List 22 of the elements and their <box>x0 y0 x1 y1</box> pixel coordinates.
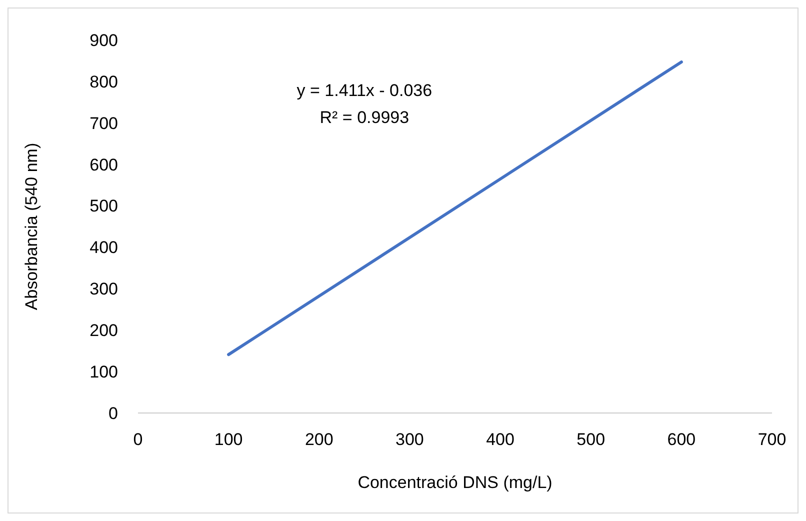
annotation: y = 1.411x - 0.036 <box>296 81 432 100</box>
x-tick-label: 600 <box>667 430 696 449</box>
y-axis-title: Absorbancia (540 nm) <box>22 142 41 310</box>
x-tick-label: 100 <box>214 430 243 449</box>
y-tick-label: 300 <box>90 280 118 299</box>
y-tick-label: 800 <box>90 72 118 92</box>
x-tick-label: 400 <box>486 430 514 449</box>
y-tick-label: 600 <box>90 155 118 174</box>
y-tick-label: 400 <box>90 238 118 258</box>
y-tick-label: 0 <box>108 404 118 423</box>
y-tick-label: 200 <box>90 321 118 340</box>
x-tick-label: 700 <box>758 430 786 449</box>
x-tick-label: 0 <box>133 430 143 449</box>
y-tick-label: 900 <box>90 30 118 50</box>
x-tick-label: 200 <box>304 430 334 449</box>
y-tick-label: 500 <box>90 196 118 216</box>
x-tick-label: 300 <box>396 430 424 449</box>
annotation: R² = 0.9993 <box>320 108 410 127</box>
x-tick-label: 500 <box>576 430 606 449</box>
y-tick-label: 100 <box>90 362 118 382</box>
y-tick-label: 700 <box>90 114 118 133</box>
x-axis-title: Concentració DNS (mg/L) <box>358 473 552 492</box>
